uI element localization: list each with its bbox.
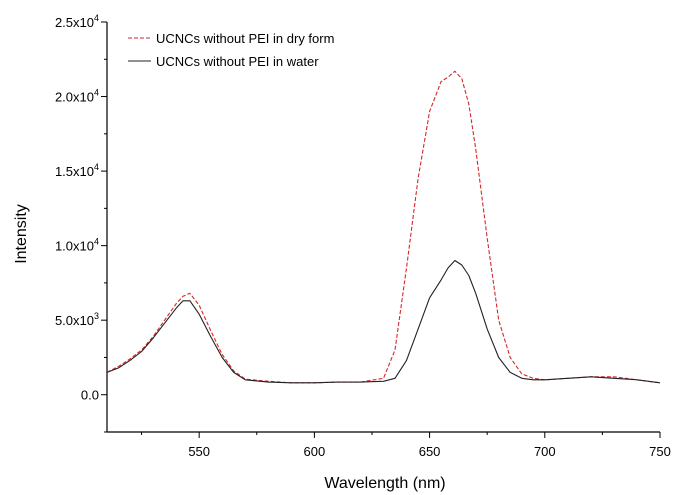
series-layer [106, 70, 661, 384]
series-line-dry-form [106, 70, 661, 384]
legend-label-water: UCNCs without PEI in water [156, 54, 319, 69]
legend: UCNCs without PEI in dry form UCNCs with… [128, 31, 334, 69]
x-tick-label: 600 [304, 444, 326, 459]
y-tick-label: 2.0x104 [55, 88, 99, 105]
x-tick-label: 650 [419, 444, 441, 459]
y-tick-label: 2.5x104 [55, 13, 99, 30]
x-axis-title: Wavelength (nm) [324, 475, 445, 492]
x-tick-label: 750 [649, 444, 671, 459]
y-tick-label: 0.0 [81, 388, 99, 403]
y-tick-label: 1.5x104 [55, 162, 99, 179]
x-tick-label: 700 [534, 444, 556, 459]
x-ticks: 550 600 650 700 750 [141, 432, 671, 459]
plot-frame [106, 22, 660, 433]
series-line-water [106, 259, 661, 384]
legend-label-dry-form: UCNCs without PEI in dry form [156, 31, 334, 46]
y-ticks: 0.0 5.0x103 1.0x104 1.5x104 2.0x104 2.5x104 [55, 13, 107, 433]
y-axis-title: Intensity [13, 204, 30, 264]
y-tick-label: 5.0x103 [55, 311, 99, 328]
y-tick-label: 1.0x104 [55, 237, 99, 254]
x-tick-label: 550 [188, 444, 210, 459]
